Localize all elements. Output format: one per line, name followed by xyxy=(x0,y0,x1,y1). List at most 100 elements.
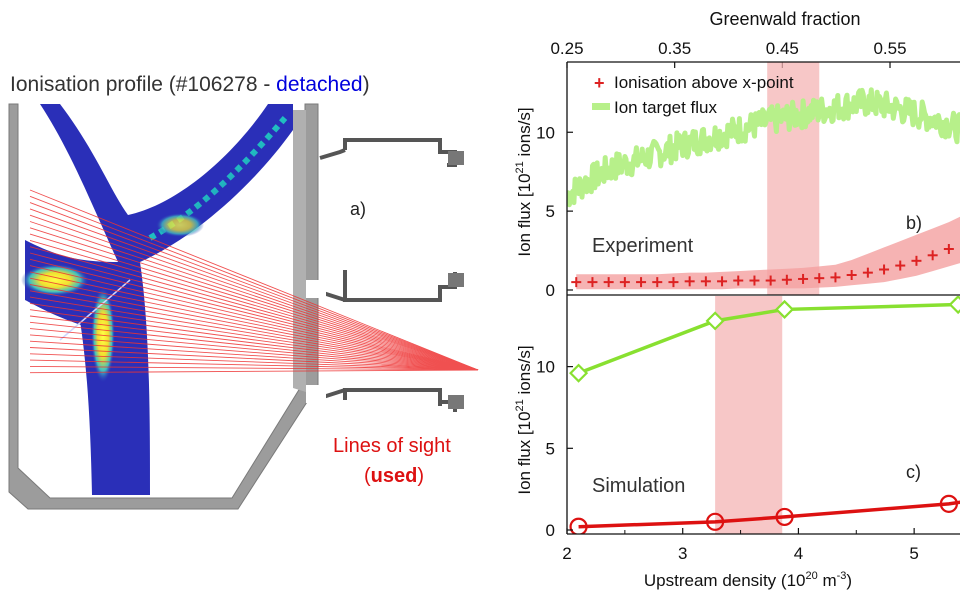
c-y-tick-label: 5 xyxy=(546,439,555,458)
line-of-sight xyxy=(29,265,479,371)
simulation-target-flux-point xyxy=(705,311,725,331)
port-opening-lower xyxy=(306,385,326,403)
line-of-sight xyxy=(29,328,479,371)
los-label-close: ) xyxy=(417,465,424,487)
port-block-mid xyxy=(448,273,464,287)
xlabel-exp2: -3 xyxy=(837,570,847,582)
line-of-sight xyxy=(29,189,479,371)
ionisation-point xyxy=(798,273,809,284)
x-tick-label: 3 xyxy=(678,544,687,563)
legend-marker-ionisation: + xyxy=(594,73,605,93)
los-label-line1: Lines of sight xyxy=(333,435,451,457)
los-label-line2: (used) xyxy=(364,465,424,487)
line-of-sight xyxy=(29,347,479,371)
plasma-upper-stripe xyxy=(148,116,288,241)
panel-a: Ionisation profile (#106278 - detached) xyxy=(8,73,479,510)
simulation-ionisation-point xyxy=(939,494,958,513)
ionisation-point xyxy=(911,255,922,266)
simulation-target-flux-point xyxy=(569,363,589,383)
panel-b-label: b) xyxy=(906,213,922,233)
vessel-inner-wall xyxy=(293,110,306,392)
ionisation-point xyxy=(749,275,760,286)
line-of-sight xyxy=(29,302,479,371)
ionisation-point xyxy=(619,277,630,288)
line-of-sight xyxy=(29,208,479,371)
port-block-upper xyxy=(448,151,464,165)
ionisation-point xyxy=(846,270,857,281)
chart-frame: Greenwald fraction 0.25 0.35 0.45 0.55 0 5 10… xyxy=(514,9,960,590)
legend-entry-ionisation: Ionisation above x-point xyxy=(614,73,794,92)
ionisation-point xyxy=(943,243,954,254)
line-of-sight xyxy=(29,233,479,371)
panel-a-title-suffix: ) xyxy=(363,73,370,96)
line-of-sight xyxy=(29,296,479,371)
los-label-used: used xyxy=(371,465,418,487)
shaded-region-c xyxy=(715,296,783,534)
line-of-sight xyxy=(29,369,479,374)
shaded-region-b xyxy=(767,62,820,295)
line-of-sight xyxy=(29,271,479,371)
ionisation-point xyxy=(668,277,679,288)
simulation-target-flux-point xyxy=(948,296,960,315)
ionisation-point xyxy=(781,274,792,285)
line-of-sight xyxy=(29,214,479,371)
line-of-sight xyxy=(29,334,479,371)
top-tick-label: 0.55 xyxy=(873,39,906,58)
lines-of-sight xyxy=(29,189,479,374)
panel-b-ylabel-exp: 21 xyxy=(514,161,526,173)
los-label-open: ( xyxy=(364,465,371,487)
port-block-lower xyxy=(448,395,464,409)
ionisation-point xyxy=(814,273,825,284)
panel-c-xlabel: Upstream density (1020 m-3) xyxy=(644,570,852,590)
xlabel-mid: m xyxy=(818,571,837,590)
top-axis-label: Greenwald fraction xyxy=(709,9,860,29)
line-of-sight xyxy=(29,239,479,371)
line-of-sight xyxy=(29,340,479,371)
line-of-sight xyxy=(29,290,479,371)
x-tick-label: 5 xyxy=(909,544,918,563)
x-tick-label: 2 xyxy=(562,544,571,563)
panel-b-shaded-region xyxy=(767,62,820,295)
b-y-tick-label: 10 xyxy=(536,123,555,142)
hot-spot-upper xyxy=(156,213,204,237)
panel-c: 0 5 10 2 3 4 5 Ion flux [1021 ions/s] Upstrea… xyxy=(514,296,960,590)
legend-swatch-ion-target xyxy=(592,103,610,110)
ionisation-point xyxy=(830,272,841,283)
simulation-ionisation-point xyxy=(569,517,588,534)
panel-c-ylabel-exp: 21 xyxy=(514,399,526,411)
panel-b-legend: + Ionisation above x-point Ion target fl… xyxy=(592,73,794,117)
b-y-tick-label: 5 xyxy=(546,202,555,221)
panel-c-ylabel-post: ions/s] xyxy=(515,345,534,399)
legend-entry-ion-target: Ion target flux xyxy=(614,98,718,117)
port-opening xyxy=(306,280,326,298)
line-of-sight xyxy=(29,359,479,371)
top-axis-ticks: 0.25 0.35 0.45 0.55 xyxy=(550,39,907,68)
panel-a-title-prefix: Ionisation profile (#106278 - xyxy=(10,73,276,96)
line-of-sight xyxy=(29,195,479,371)
panel-b-y-ticks: 0 5 10 xyxy=(536,123,573,300)
line-of-sight xyxy=(29,284,479,371)
hot-spot-left xyxy=(21,264,89,296)
ionisation-point xyxy=(862,267,873,278)
top-tick-label: 0.35 xyxy=(658,39,691,58)
panel-c-annotation: Simulation xyxy=(592,475,685,497)
ionisation-point xyxy=(652,277,663,288)
ionisation-point xyxy=(733,275,744,286)
line-of-sight xyxy=(29,221,479,371)
panel-b-series xyxy=(567,87,960,290)
c-y-tick-label: 10 xyxy=(536,358,555,377)
vessel-wall xyxy=(8,103,319,510)
simulation-ionisation-point xyxy=(706,512,725,531)
line-of-sight xyxy=(29,321,479,371)
panel-a-title: Ionisation profile (#106278 - detached) xyxy=(10,73,370,96)
top-tick-label: 0.45 xyxy=(766,39,799,58)
panel-b-ylabel-pre: Ion flux [10 xyxy=(515,173,534,256)
simulation-ionisation-point xyxy=(775,507,794,527)
plasma-upper-right-leg xyxy=(40,104,293,262)
b-y-tick-label: 0 xyxy=(546,281,555,300)
line-of-sight xyxy=(29,252,479,371)
ionisation-point xyxy=(603,277,614,288)
panel-c-ylabel-pre: Ion flux [10 xyxy=(515,411,534,494)
panel-c-series xyxy=(569,296,960,534)
